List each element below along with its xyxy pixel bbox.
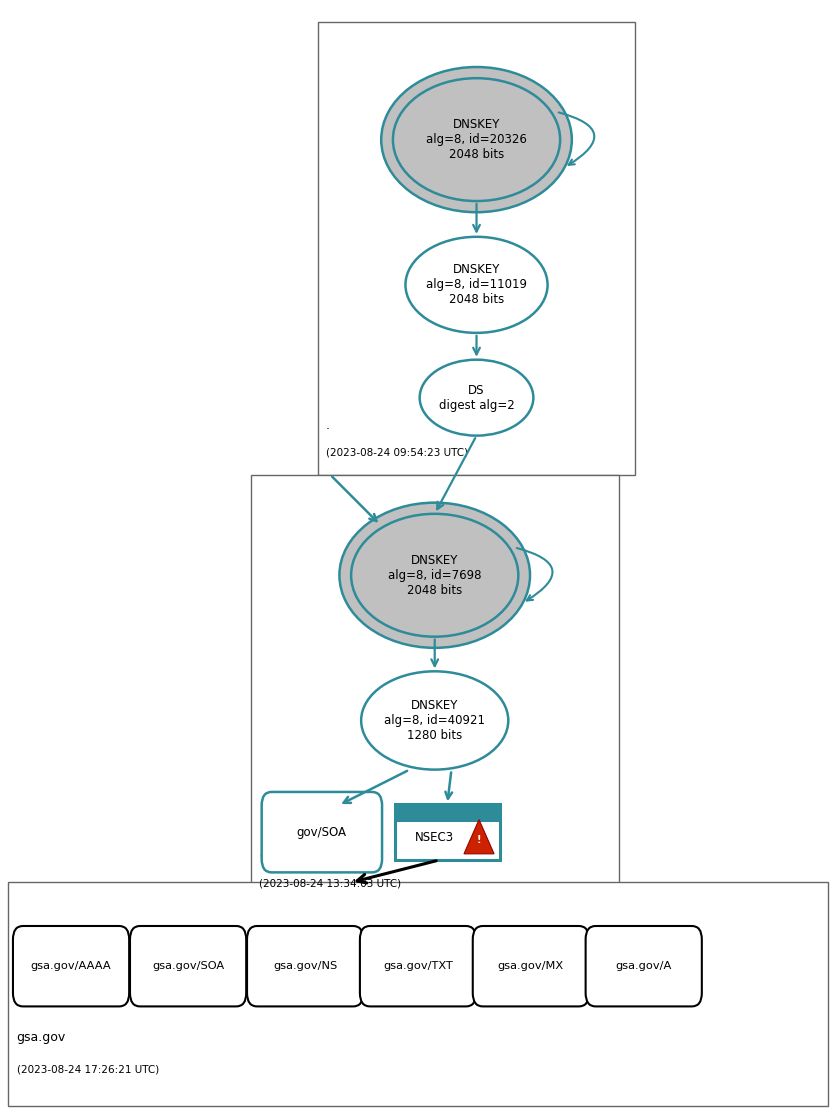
FancyBboxPatch shape <box>247 926 363 1006</box>
FancyBboxPatch shape <box>262 792 382 872</box>
Text: DNSKEY
alg=8, id=20326
2048 bits: DNSKEY alg=8, id=20326 2048 bits <box>426 118 527 161</box>
Text: gsa.gov: gsa.gov <box>17 1031 66 1044</box>
Polygon shape <box>8 882 828 1106</box>
FancyBboxPatch shape <box>130 926 246 1006</box>
Polygon shape <box>464 820 494 853</box>
Polygon shape <box>318 22 635 475</box>
Ellipse shape <box>351 514 518 637</box>
Polygon shape <box>251 475 619 905</box>
Text: gov: gov <box>259 849 283 862</box>
Text: gsa.gov/TXT: gsa.gov/TXT <box>383 962 453 971</box>
Text: DNSKEY
alg=8, id=7698
2048 bits: DNSKEY alg=8, id=7698 2048 bits <box>388 554 482 596</box>
Text: gsa.gov/SOA: gsa.gov/SOA <box>152 962 224 971</box>
Text: .: . <box>326 419 330 432</box>
FancyBboxPatch shape <box>585 926 702 1006</box>
Text: gsa.gov/A: gsa.gov/A <box>615 962 672 971</box>
Ellipse shape <box>420 360 533 436</box>
FancyBboxPatch shape <box>359 926 477 1006</box>
Text: (2023-08-24 13:34:03 UTC): (2023-08-24 13:34:03 UTC) <box>259 878 401 888</box>
Ellipse shape <box>405 237 548 333</box>
FancyArrowPatch shape <box>517 548 553 601</box>
Text: gsa.gov/AAAA: gsa.gov/AAAA <box>31 962 111 971</box>
FancyBboxPatch shape <box>395 804 500 822</box>
Text: DNSKEY
alg=8, id=40921
1280 bits: DNSKEY alg=8, id=40921 1280 bits <box>385 699 485 742</box>
FancyBboxPatch shape <box>395 804 500 860</box>
Text: gsa.gov/NS: gsa.gov/NS <box>273 962 337 971</box>
Ellipse shape <box>339 503 530 648</box>
Text: (2023-08-24 09:54:23 UTC): (2023-08-24 09:54:23 UTC) <box>326 448 468 458</box>
Text: (2023-08-24 17:26:21 UTC): (2023-08-24 17:26:21 UTC) <box>17 1065 159 1075</box>
FancyBboxPatch shape <box>473 926 589 1006</box>
Ellipse shape <box>381 67 572 212</box>
FancyBboxPatch shape <box>13 926 130 1006</box>
Text: DS
digest alg=2: DS digest alg=2 <box>439 383 514 412</box>
Ellipse shape <box>393 78 560 201</box>
Text: DNSKEY
alg=8, id=11019
2048 bits: DNSKEY alg=8, id=11019 2048 bits <box>426 264 527 306</box>
Text: gsa.gov/MX: gsa.gov/MX <box>497 962 564 971</box>
FancyArrowPatch shape <box>558 113 594 165</box>
Text: gov/SOA: gov/SOA <box>297 825 347 839</box>
Text: !: ! <box>477 836 482 844</box>
Text: NSEC3: NSEC3 <box>415 831 454 844</box>
Ellipse shape <box>361 671 508 770</box>
